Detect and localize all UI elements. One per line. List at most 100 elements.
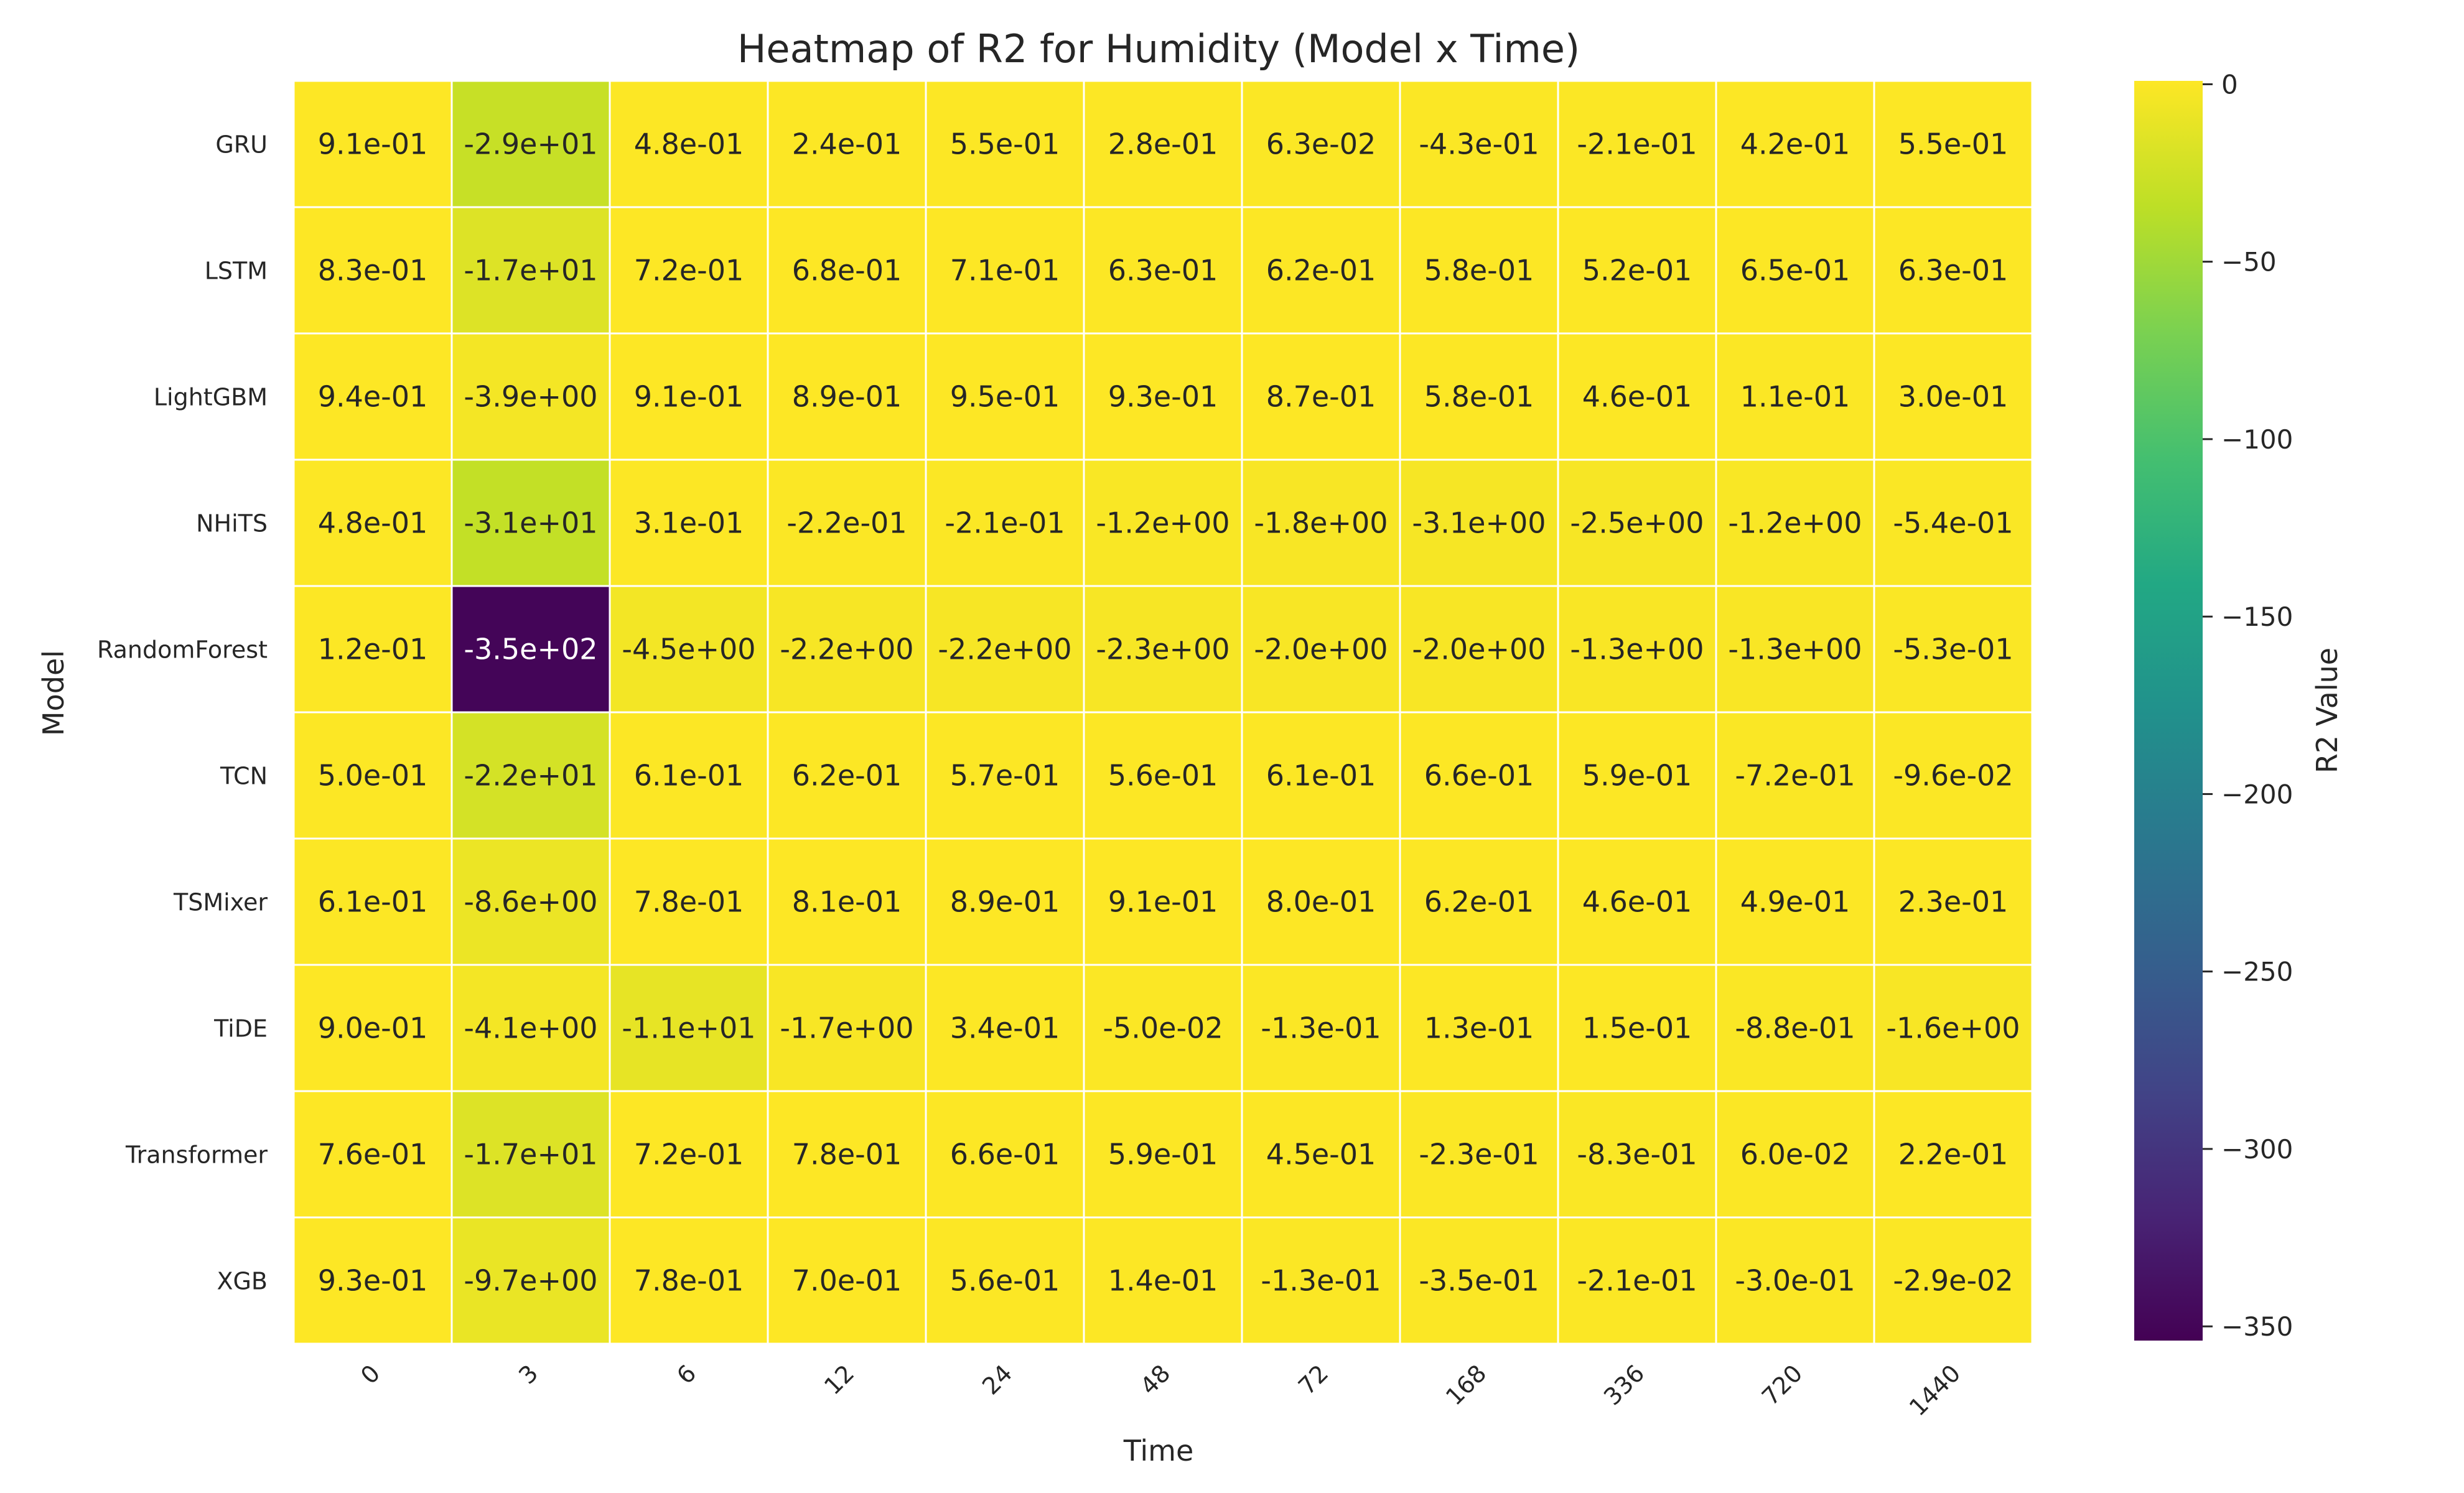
- cell-value-label: 9.1e-01: [634, 380, 744, 414]
- heatmap-cell: [609, 206, 769, 335]
- colorbar-tick-label: −100: [2221, 424, 2293, 455]
- heatmap-cell: [292, 711, 453, 840]
- cell-value-label: -8.6e+00: [464, 885, 597, 919]
- cell-value-label: -3.9e+00: [464, 380, 597, 414]
- cell-value-label: 9.4e-01: [318, 380, 428, 414]
- heatmap-cell: [1873, 1090, 2033, 1219]
- cell-value-label: 2.3e-01: [1898, 885, 2009, 919]
- colorbar-tick-label: −250: [2221, 957, 2293, 987]
- chart-title: Heatmap of R2 for Humidity (Model x Time…: [737, 26, 1580, 72]
- heatmap-cell: [1557, 1216, 1717, 1345]
- colorbar-ticks: 0 −50 −100 −150 −200 −250 −300 −350: [2203, 69, 2293, 1342]
- cell-value-label: 1.5e-01: [1582, 1012, 1692, 1045]
- cell-value-label: 9.1e-01: [318, 128, 428, 161]
- cell-value-label: 7.2e-01: [634, 254, 744, 287]
- cell-value-label: 9.3e-01: [1108, 380, 1218, 414]
- heatmap-cell: [450, 80, 611, 208]
- cell-value-label: 6.8e-01: [792, 254, 902, 287]
- heatmap-cell: [1873, 458, 2033, 587]
- cell-value-label: -2.9e-02: [1893, 1264, 2013, 1298]
- cell-value-label: 7.6e-01: [318, 1138, 428, 1171]
- cell-value-label: -1.7e+00: [780, 1012, 913, 1045]
- heatmap-cell: [292, 585, 453, 714]
- heatmap-cell: [1241, 585, 1401, 714]
- y-tick-label: TCN: [220, 763, 268, 790]
- heatmap-cell: [1083, 332, 1243, 461]
- heatmap-cell: [767, 711, 927, 840]
- cell-value-label: 6.3e-01: [1108, 254, 1218, 287]
- y-tick-label: Transformer: [125, 1142, 268, 1169]
- cell-value-label: 6.2e-01: [792, 759, 902, 793]
- heatmap-cell: [1399, 206, 1559, 335]
- cell-value-label: -1.7e+01: [464, 1138, 597, 1171]
- heatmap-cell: [925, 458, 1085, 587]
- cell-value-label: 3.4e-01: [950, 1012, 1060, 1045]
- x-tick-label: 720: [1757, 1359, 1808, 1410]
- cell-value-label: -2.3e+00: [1096, 633, 1230, 666]
- cell-value-label: -1.8e+00: [1254, 506, 1388, 540]
- heatmap-cell: [1873, 585, 2033, 714]
- x-axis-label: Time: [1123, 1434, 1194, 1467]
- cell-value-label: -1.3e-01: [1261, 1012, 1381, 1045]
- cell-value-label: -1.2e+00: [1728, 506, 1862, 540]
- cell-value-label: -5.4e-01: [1893, 506, 2013, 540]
- heatmap-cell: [767, 80, 927, 208]
- heatmap-cell: [925, 332, 1085, 461]
- x-tick-label: 1440: [1904, 1359, 1966, 1421]
- heatmap-cell: [1557, 585, 1717, 714]
- cell-value-label: 8.3e-01: [318, 254, 428, 287]
- y-tick-label: LSTM: [205, 258, 268, 285]
- cell-value-label: 9.5e-01: [950, 380, 1060, 414]
- heatmap-cell: [1083, 585, 1243, 714]
- cell-value-label: 4.6e-01: [1582, 380, 1692, 414]
- heatmap-cell: [292, 1090, 453, 1219]
- heatmap-cell: [1873, 837, 2033, 966]
- heatmap-cell: [1083, 1090, 1243, 1219]
- cell-value-label: -8.3e-01: [1577, 1138, 1697, 1171]
- cell-value-label: 3.1e-01: [634, 506, 744, 540]
- cell-value-label: -1.2e+00: [1096, 506, 1230, 540]
- heatmap-cell: [925, 964, 1085, 1092]
- heatmap-cell: [1715, 206, 1875, 335]
- heatmap-cell: [450, 206, 611, 335]
- heatmap-cell: [292, 1216, 453, 1345]
- heatmap-cell: [450, 585, 611, 714]
- cell-value-label: 6.5e-01: [1740, 254, 1850, 287]
- cell-value-label: 8.9e-01: [792, 380, 902, 414]
- cell-value-label: -2.0e+00: [1412, 633, 1546, 666]
- heatmap-cell: [1715, 964, 1875, 1092]
- colorbar: [2134, 81, 2203, 1341]
- cell-value-label: 5.2e-01: [1582, 254, 1692, 287]
- cell-value-label: 5.8e-01: [1424, 254, 1534, 287]
- x-tick-label: 3: [513, 1359, 543, 1389]
- heatmap-cell: [1715, 585, 1875, 714]
- colorbar-tick-label: −200: [2221, 779, 2293, 809]
- cell-value-label: -2.1e-01: [1577, 128, 1697, 161]
- cell-value-label: -3.5e+02: [464, 633, 597, 666]
- cell-value-label: 2.4e-01: [792, 128, 902, 161]
- heatmap-cell: [1241, 837, 1401, 966]
- cell-value-label: -3.5e-01: [1419, 1264, 1539, 1298]
- cell-value-label: -4.1e+00: [464, 1012, 597, 1045]
- heatmap-cell: [292, 964, 453, 1092]
- heatmap-cell: [1399, 837, 1559, 966]
- heatmap-cell: [292, 206, 453, 335]
- cell-value-label: 5.9e-01: [1582, 759, 1692, 793]
- heatmap-cell: [1241, 332, 1401, 461]
- cell-value-label: -2.2e+00: [780, 633, 913, 666]
- cell-value-label: 8.9e-01: [950, 885, 1060, 919]
- cell-value-label: -2.1e-01: [1577, 1264, 1697, 1298]
- heatmap-cell: [1241, 964, 1401, 1092]
- heatmap-cell: [1083, 964, 1243, 1092]
- cell-value-label: -3.1e+01: [464, 506, 597, 540]
- cell-value-label: -5.3e-01: [1893, 633, 2013, 666]
- cell-value-label: 6.1e-01: [318, 885, 428, 919]
- cell-value-label: -4.5e+00: [622, 633, 755, 666]
- cell-value-label: -3.0e-01: [1735, 1264, 1855, 1298]
- cell-value-label: 6.3e-01: [1898, 254, 2009, 287]
- cell-value-label: -2.0e+00: [1254, 633, 1388, 666]
- heatmap-cell: [925, 585, 1085, 714]
- x-tick-labels: 0 3 6 12 24 48 72 168 336 720 1440: [355, 1359, 1966, 1421]
- cell-value-label: -7.2e-01: [1735, 759, 1855, 793]
